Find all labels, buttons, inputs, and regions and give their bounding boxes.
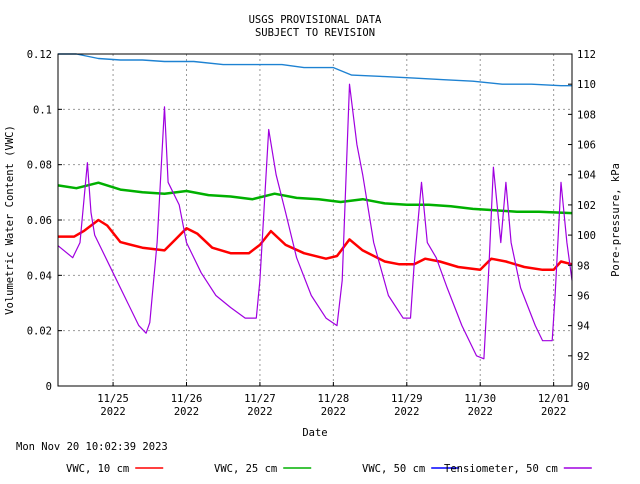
chart-title: USGS PROVISIONAL DATA	[249, 14, 382, 26]
y-tick-label-right: 92	[577, 351, 590, 363]
series-line-tensiometer-50-cm-4	[57, 83, 573, 360]
x-tick-label-year: 2022	[247, 406, 272, 418]
x-tick-label-date: 11/26	[171, 393, 203, 405]
chart-subtitle: SUBJECT TO REVISION	[255, 27, 375, 39]
y-tick-label-right: 90	[577, 381, 590, 393]
x-tick-label-date: 12/01	[538, 393, 570, 405]
x-tick-label-date: 11/27	[244, 393, 276, 405]
legend-label-vwc-50-cm: VWC, 50 cm	[362, 463, 425, 475]
y-tick-label-left: 0.02	[27, 326, 52, 338]
x-tick-label-date: 11/29	[391, 393, 423, 405]
x-tick-label-date: 11/30	[464, 393, 496, 405]
x-tick-label-year: 2022	[321, 406, 346, 418]
series-layer	[57, 53, 573, 360]
x-tick-label-year: 2022	[541, 406, 566, 418]
series-line-vwc-25-cm-1	[57, 181, 573, 215]
y-tick-label-right: 102	[577, 200, 596, 212]
x-tick-label-year: 2022	[174, 406, 199, 418]
y-tick-label-left: 0.1	[33, 104, 52, 116]
y-tick-label-left: 0	[46, 381, 52, 393]
y-tick-label-left: 0.06	[27, 215, 52, 227]
legend-label-vwc-10-cm: VWC, 10 cm	[66, 463, 129, 475]
x-tick-label-year: 2022	[468, 406, 493, 418]
x-tick-label-year: 2022	[100, 406, 125, 418]
y-tick-label-right: 100	[577, 230, 596, 242]
y-tick-label-right: 104	[577, 170, 596, 182]
x-tick-label-date: 11/25	[97, 393, 129, 405]
tick-labels: 0 0.02 0.04 0.06 0.08 0.1 0.12 90 92 94 96 98 100 102…	[27, 49, 596, 418]
y-tick-label-right: 96	[577, 290, 590, 302]
y-tick-label-left: 0.08	[27, 160, 52, 172]
y-axis-label-right: Pore-pressure, kPa	[610, 163, 622, 277]
timestamp: Mon Nov 20 10:02:39 2023	[16, 441, 168, 453]
x-tick-label-year: 2022	[394, 406, 419, 418]
legend: VWC, 10 cm VWC, 25 cm VWC, 50 cm Tensiomete…	[66, 463, 592, 475]
legend-label-vwc-25-cm: VWC, 25 cm	[214, 463, 277, 475]
y-tick-label-right: 106	[577, 140, 596, 152]
y-tick-label-right: 94	[577, 321, 590, 333]
x-axis-label: Date	[302, 427, 327, 439]
y-tick-label-right: 110	[577, 79, 596, 91]
y-tick-label-left: 0.04	[27, 270, 52, 282]
y-axis-label-left: Volumetric Water Content (VWC)	[4, 125, 16, 315]
grid-lines	[58, 54, 572, 386]
series-line-tensiometer-50-cm-3	[58, 53, 572, 87]
legend-label-tensiometer-50-cm: Tensiometer, 50 cm	[444, 463, 558, 475]
x-tick-label-date: 11/28	[318, 393, 350, 405]
series-line-vwc-10-cm-0	[58, 218, 573, 272]
y-tick-label-right: 98	[577, 260, 590, 272]
y-tick-label-right: 108	[577, 109, 596, 121]
y-tick-label-left: 0.12	[27, 49, 52, 61]
y-tick-label-right: 112	[577, 49, 596, 61]
